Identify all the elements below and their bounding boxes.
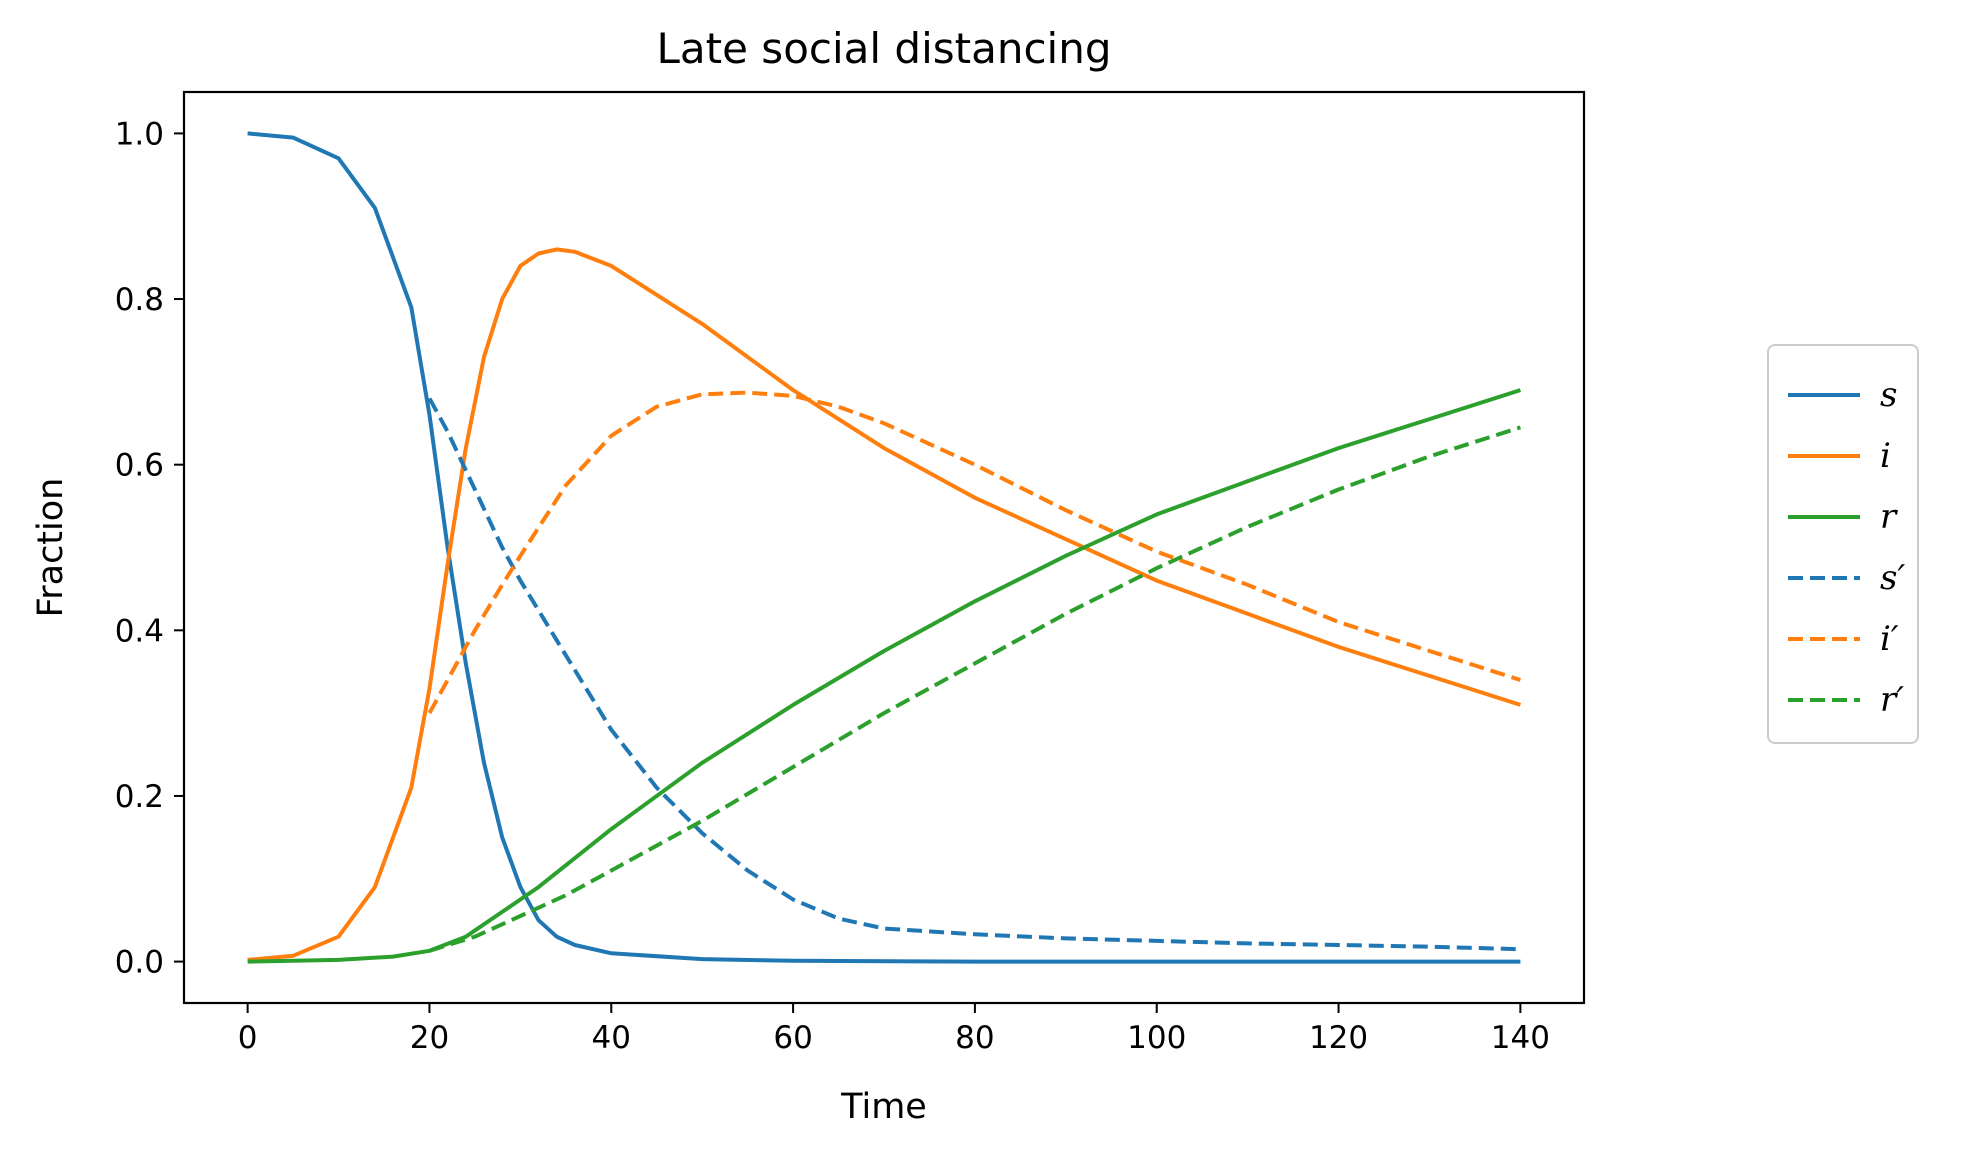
x-tick-label: 20 bbox=[410, 1020, 449, 1056]
y-tick-label: 0.0 bbox=[115, 945, 164, 981]
legend: sir s′ i′ r′ bbox=[1767, 344, 1919, 744]
y-axis-label: Fraction bbox=[31, 478, 71, 618]
x-tick-label: 0 bbox=[238, 1020, 258, 1056]
legend-label: s′ bbox=[1880, 558, 1905, 598]
x-axis-label: Time bbox=[840, 1087, 927, 1127]
x-tick-label: 60 bbox=[773, 1020, 812, 1056]
legend-frame bbox=[1767, 344, 1919, 744]
legend-label: r′ bbox=[1880, 680, 1904, 720]
x-tick-label: 100 bbox=[1127, 1020, 1186, 1056]
y-tick-label: 0.4 bbox=[115, 613, 164, 649]
y-tick-label: 0.6 bbox=[115, 448, 164, 484]
legend-label: i′ bbox=[1880, 619, 1899, 659]
plot-frame bbox=[182, 90, 1586, 1005]
x-tick-label: 80 bbox=[955, 1020, 994, 1056]
series-line bbox=[247, 131, 1521, 964]
y-axis: 0.0 0.2 0.4 0.6 0.8 1.0 bbox=[115, 116, 184, 981]
legend-label: s bbox=[1880, 375, 1897, 415]
series-line bbox=[427, 390, 1522, 715]
legend-label: i bbox=[1880, 436, 1891, 476]
y-tick-label: 0.8 bbox=[115, 282, 164, 318]
chart-title: Late social distancing bbox=[657, 24, 1112, 73]
x-tick-label: 40 bbox=[592, 1020, 631, 1056]
x-tick-label: 120 bbox=[1309, 1020, 1368, 1056]
x-axis: 0 20 40 60 80 100 120 140 bbox=[238, 1003, 1550, 1056]
series-line bbox=[428, 425, 1522, 953]
legend-label: r bbox=[1880, 497, 1898, 537]
x-tick-label: 140 bbox=[1491, 1020, 1550, 1056]
series-line bbox=[427, 397, 1521, 952]
y-tick-label: 1.0 bbox=[115, 116, 164, 152]
y-tick-label: 0.2 bbox=[115, 779, 164, 815]
plot-lines bbox=[247, 131, 1522, 964]
series-line bbox=[247, 247, 1522, 962]
